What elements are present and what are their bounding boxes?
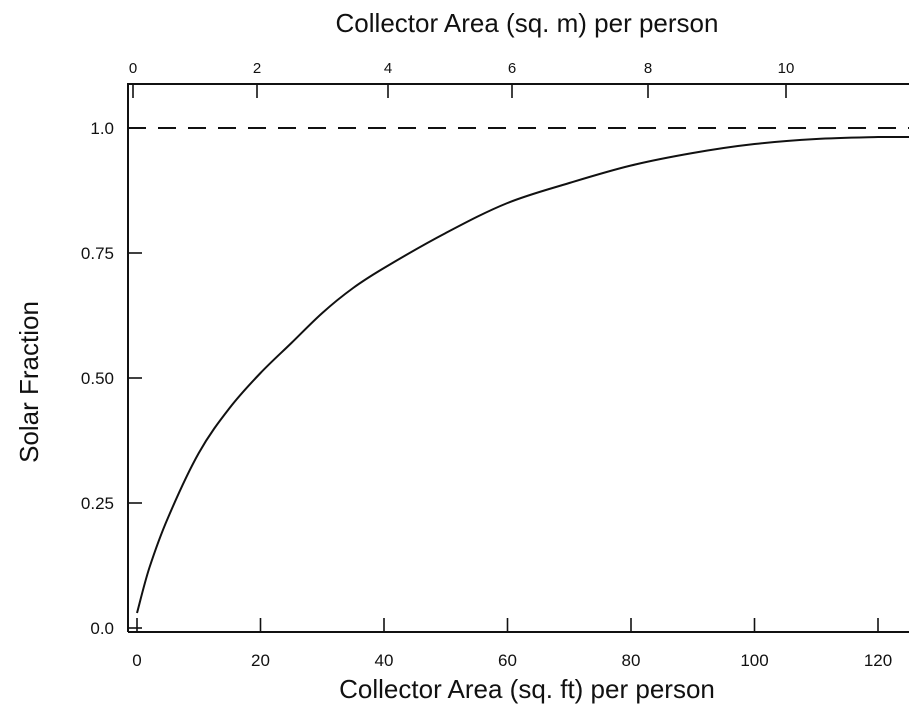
x-tick-label: 100 (740, 651, 768, 670)
plot-area: 0 20 40 60 80 100 120 0.0 0.25 0.50 0.75 1.0 0 2 4 6 8 10 (81, 60, 909, 670)
x2-tick-label: 2 (253, 60, 261, 77)
y-axis-title: Solar Fraction (14, 301, 44, 463)
bottom-axis-title: Collector Area (sq. ft) per person (339, 674, 715, 704)
x-tick-label: 0 (132, 651, 141, 670)
x2-tick-label: 6 (508, 60, 516, 77)
x2-tick-label: 0 (129, 60, 137, 77)
y-tick-label: 1.0 (90, 119, 114, 138)
y-tick-label: 0.0 (90, 619, 114, 638)
x2-tick-label: 8 (644, 60, 652, 77)
x-tick-label: 40 (375, 651, 394, 670)
x-tick-label: 120 (864, 651, 892, 670)
plot-frame-left-top (127, 83, 909, 632)
x2-tick-label: 4 (384, 60, 392, 77)
y-tick-label: 0.50 (81, 369, 114, 388)
x-tick-label: 20 (251, 651, 270, 670)
x2-tick-label: 10 (778, 60, 795, 77)
top-axis-title: Collector Area (sq. m) per person (336, 8, 719, 38)
x-tick-label: 60 (498, 651, 517, 670)
solar-fraction-curve (136, 136, 909, 614)
x-tick-label: 80 (622, 651, 641, 670)
y-tick-label: 0.25 (81, 494, 114, 513)
y-tick-label: 0.75 (81, 244, 114, 263)
